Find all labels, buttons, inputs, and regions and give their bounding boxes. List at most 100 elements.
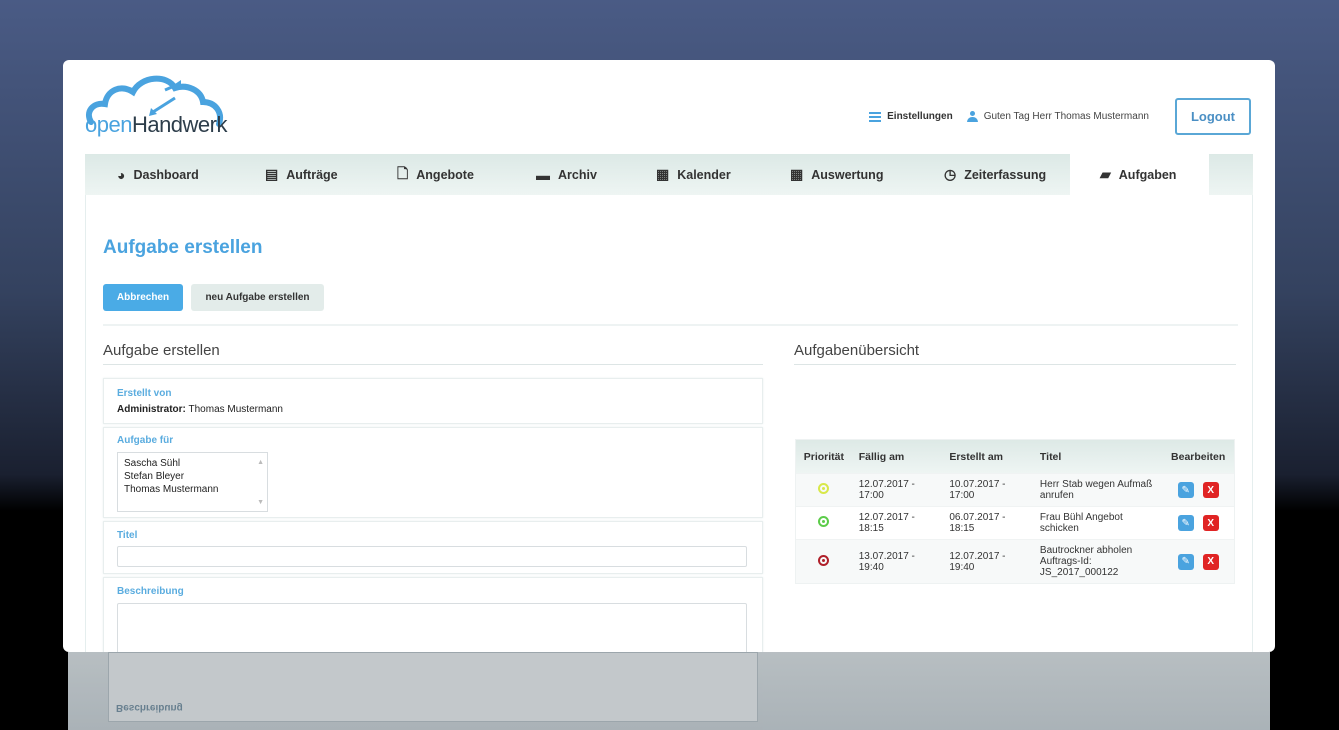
logo-suffix: Handwerk [131,112,228,137]
assignee-option[interactable]: Stefan Bleyer [124,471,185,482]
form-section-title: Aufgabe erstellen [103,342,220,359]
title-cell: Frau Bühl Angebot schicken [1039,512,1123,534]
settings-link[interactable]: Einstellungen [869,111,953,122]
archive-icon: ▬ [536,166,550,183]
creator-role: Administrator: [117,404,186,415]
col-header[interactable]: Erstellt am [949,450,1004,463]
assignee-group: Aufgabe für Sascha Sühl Stefan Bleyer Th… [103,427,763,518]
tab-label: Kalender [677,167,731,182]
divider [794,364,1236,365]
priority-cell [796,516,852,530]
description-group: Beschreibung [103,577,763,652]
user-icon [966,111,978,122]
pencil-icon[interactable]: ✎ [1177,553,1194,570]
tab-label: Aufträge [286,167,338,182]
title-label: Titel [117,530,138,541]
tab-label: Angebote [416,167,474,182]
logo[interactable] [83,72,233,142]
assignee-option[interactable]: Thomas Mustermann [124,484,219,495]
x-icon[interactable]: X [1202,553,1219,570]
title-group: Titel [103,521,763,574]
x-icon[interactable]: X [1202,482,1219,498]
description-label: Beschreibung [117,586,184,597]
pencil-icon[interactable]: ✎ [1177,515,1194,531]
document-icon: 🗋 [397,164,409,181]
title-cell: Bautrockner abholen Auftrags-Id: JS_2017… [1039,545,1133,578]
divider [103,364,763,365]
tab-label: Archiv [558,167,597,182]
created-cell: 12.07.2017 - 19:40 [949,550,1006,573]
pencil-icon[interactable]: ✎ [1177,482,1194,498]
table-row: 12.07.2017 - 18:15 06.07.2017 - 18:15 Fr… [796,506,1234,539]
description-textarea[interactable] [117,603,747,652]
tab-archiv[interactable]: ▬ Archiv [524,154,644,195]
title-cell: Herr Stab wegen Aufmaß anrufen [1039,479,1153,501]
due-cell: 13.07.2017 - 19:40 [858,550,915,573]
app-window: openHandwerk Einstellungen Guten Tag Her… [63,60,1275,652]
assignee-listbox[interactable]: Sascha Sühl Stefan Bleyer Thomas Musterm… [117,452,268,512]
created-by-label: Erstellt von [117,388,172,399]
created-cell: 10.07.2017 - 17:00 [949,479,1006,501]
actions-cell: ✎ X [1162,482,1234,498]
tab-zeiterfassung[interactable]: ◷ Zeiterfassung [928,154,1070,195]
actions-cell: ✎ X [1162,553,1234,570]
overview-section-title: Aufgabenübersicht [794,342,920,359]
scroll-up-icon[interactable]: ▲ [257,459,264,466]
window-reflection: Beschreibung [68,652,1270,730]
tab-auswertung[interactable]: ▦ Auswertung [778,154,928,195]
tab-angebote[interactable]: 🗋 Angebote [387,154,524,195]
creator-name: Thomas Mustermann [188,404,283,415]
cancel-button[interactable]: Abbrechen [103,284,183,311]
col-header[interactable]: Fällig am [858,450,905,463]
menu-icon [869,111,882,122]
col-header: Bearbeiten [1171,450,1226,463]
tab-kalender[interactable]: ▦ Kalender [644,154,778,195]
table-row: 12.07.2017 - 17:00 10.07.2017 - 17:00 He… [796,473,1234,506]
col-header[interactable]: Titel [1039,450,1062,463]
main-nav: ◕ Dashboard ▤ Aufträge 🗋 Angebote ▬ Archiv ▦… [85,154,1253,195]
actions-cell: ✎ X [1162,515,1234,531]
dashboard-icon: ◕ [117,166,126,183]
priority-red-icon [818,554,830,566]
tab-aufgaben[interactable]: ▰ Aufgaben [1070,154,1209,195]
logo-text: openHandwerk [85,112,228,138]
logo-prefix: open [85,112,132,137]
assignee-option[interactable]: Sascha Sühl [124,458,181,469]
logout-button[interactable]: Logout [1174,98,1251,135]
table-row: 13.07.2017 - 19:40 12.07.2017 - 19:40 Ba… [796,539,1234,583]
tab-label: Zeiterfassung [964,167,1047,182]
priority-cell [796,483,852,497]
priority-yellow-icon [818,483,830,494]
created-by-group: Erstellt von Administrator: Thomas Muste… [103,378,763,424]
due-cell: 12.07.2017 - 17:00 [858,479,915,501]
settings-label: Einstellungen [887,111,953,122]
new-task-button[interactable]: neu Aufgabe erstellen [191,284,324,311]
tab-dashboard[interactable]: ◕ Dashboard [85,154,255,195]
priority-cell [796,554,852,569]
tab-label: Aufgaben [1118,167,1177,182]
table-icon: ▦ [790,166,804,182]
title-input[interactable] [117,546,747,567]
scroll-down-icon[interactable]: ▼ [257,499,264,506]
task-table: Priorität Fällig am Erstellt am Titel Be… [795,439,1235,584]
clock-icon: ◷ [944,166,957,182]
tab-label: Dashboard [133,167,199,182]
document-lines-icon: ▤ [265,166,279,182]
col-header[interactable]: Priorität [803,450,844,463]
table-header: Priorität Fällig am Erstellt am Titel Be… [796,440,1234,473]
created-by-value: Administrator: Thomas Mustermann [117,404,283,415]
assignee-label: Aufgabe für [117,435,174,446]
due-cell: 12.07.2017 - 18:15 [858,512,915,534]
reflection-text: Beschreibung [116,702,183,713]
page-title: Aufgabe erstellen [103,237,263,258]
x-icon[interactable]: X [1202,515,1219,531]
book-icon: ▰ [1100,166,1111,182]
priority-green-icon [818,516,830,527]
calendar-icon: ▦ [656,166,670,182]
user-greeting: Guten Tag Herr Thomas Mustermann [966,111,1149,122]
tab-auftraege[interactable]: ▤ Aufträge [255,154,387,195]
reflection-box [108,652,758,722]
divider [103,324,1238,326]
created-cell: 06.07.2017 - 18:15 [949,512,1006,534]
cloud-logo-icon [85,75,223,127]
